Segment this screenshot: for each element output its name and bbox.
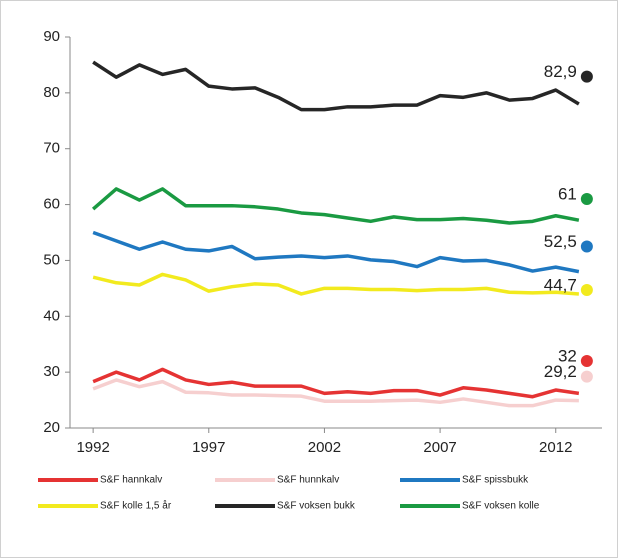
y-tick-label: 50 bbox=[43, 251, 60, 268]
x-tick-label: 1992 bbox=[76, 439, 109, 456]
target-dot bbox=[580, 240, 593, 253]
y-tick-label: 30 bbox=[43, 363, 60, 380]
series-line bbox=[91, 187, 580, 225]
target-label: 32 bbox=[558, 346, 577, 365]
x-tick-label: 1997 bbox=[192, 439, 225, 456]
x-tick-label: 2012 bbox=[539, 439, 572, 456]
series-line bbox=[92, 378, 579, 408]
series-line bbox=[92, 367, 580, 399]
target-label: 82,9 bbox=[544, 62, 577, 81]
y-tick-label: 40 bbox=[43, 307, 60, 324]
x-tick-label: 2002 bbox=[308, 439, 341, 456]
legend-label: S&F spissbukk bbox=[462, 475, 529, 486]
legend-label: S&F hannkalv bbox=[100, 475, 162, 486]
target-dot bbox=[580, 284, 593, 297]
series-line bbox=[92, 230, 580, 274]
y-tick-label: 60 bbox=[43, 196, 60, 213]
series-line bbox=[92, 60, 580, 112]
target-dot bbox=[580, 354, 593, 367]
target-dot bbox=[580, 370, 593, 383]
legend-label: S&F voksen bukk bbox=[277, 501, 356, 512]
target-dot bbox=[580, 192, 593, 205]
legend-label: S&F voksen kolle bbox=[462, 501, 540, 512]
x-tick-label: 2007 bbox=[423, 439, 456, 456]
target-label: 44,7 bbox=[544, 276, 577, 295]
y-tick-label: 70 bbox=[43, 140, 60, 157]
y-tick-label: 80 bbox=[43, 84, 60, 101]
target-label: 52,5 bbox=[544, 232, 577, 251]
series-line bbox=[92, 272, 579, 296]
y-tick-label: 90 bbox=[43, 28, 60, 45]
target-label: 61 bbox=[558, 184, 577, 203]
legend-label: S&F kolle 1,5 år bbox=[100, 500, 172, 512]
legend-label: S&F hunnkalv bbox=[277, 475, 339, 486]
target-label: 29,2 bbox=[544, 362, 577, 381]
y-tick-label: 20 bbox=[43, 419, 60, 436]
target-dot bbox=[580, 70, 593, 83]
